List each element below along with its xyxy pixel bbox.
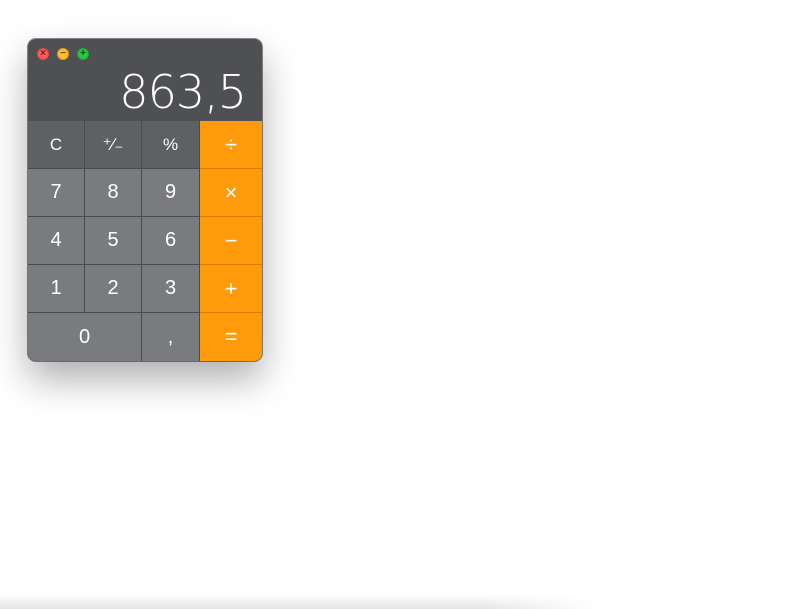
digit-5-button[interactable]: 5 [85,217,142,265]
digit-6-button[interactable]: 6 [142,217,200,265]
digit-9-button[interactable]: 9 [142,169,200,217]
equals-button[interactable]: = [200,313,262,361]
digit-0-button[interactable]: 0 [28,313,142,361]
bottom-edge-shadow [0,594,600,609]
calculator-window: × − + 863,5 C ⁺∕₋ % ÷ 7 8 9 × 4 5 6 − 1 … [28,39,262,361]
minimize-window-icon[interactable]: − [57,48,69,60]
digit-2-button[interactable]: 2 [85,265,142,313]
digit-3-button[interactable]: 3 [142,265,200,313]
subtract-button[interactable]: − [200,217,262,265]
maximize-glyph: + [80,48,86,59]
maximize-window-icon[interactable]: + [77,48,89,60]
digit-1-button[interactable]: 1 [28,265,85,313]
clear-button[interactable]: C [28,121,85,169]
digit-4-button[interactable]: 4 [28,217,85,265]
digit-7-button[interactable]: 7 [28,169,85,217]
divide-button[interactable]: ÷ [200,121,262,169]
percent-button[interactable]: % [142,121,200,169]
result-display: 863,5 [119,65,247,119]
multiply-button[interactable]: × [200,169,262,217]
minimize-glyph: − [60,48,66,59]
close-glyph: × [40,48,46,59]
digit-8-button[interactable]: 8 [85,169,142,217]
decimal-separator-button[interactable]: , [142,313,200,361]
title-bar[interactable]: × − + [28,39,262,67]
keypad: C ⁺∕₋ % ÷ 7 8 9 × 4 5 6 − 1 2 3 + 0 , = [28,121,262,361]
toggle-sign-button[interactable]: ⁺∕₋ [85,121,142,169]
close-window-icon[interactable]: × [37,48,49,60]
add-button[interactable]: + [200,265,262,313]
